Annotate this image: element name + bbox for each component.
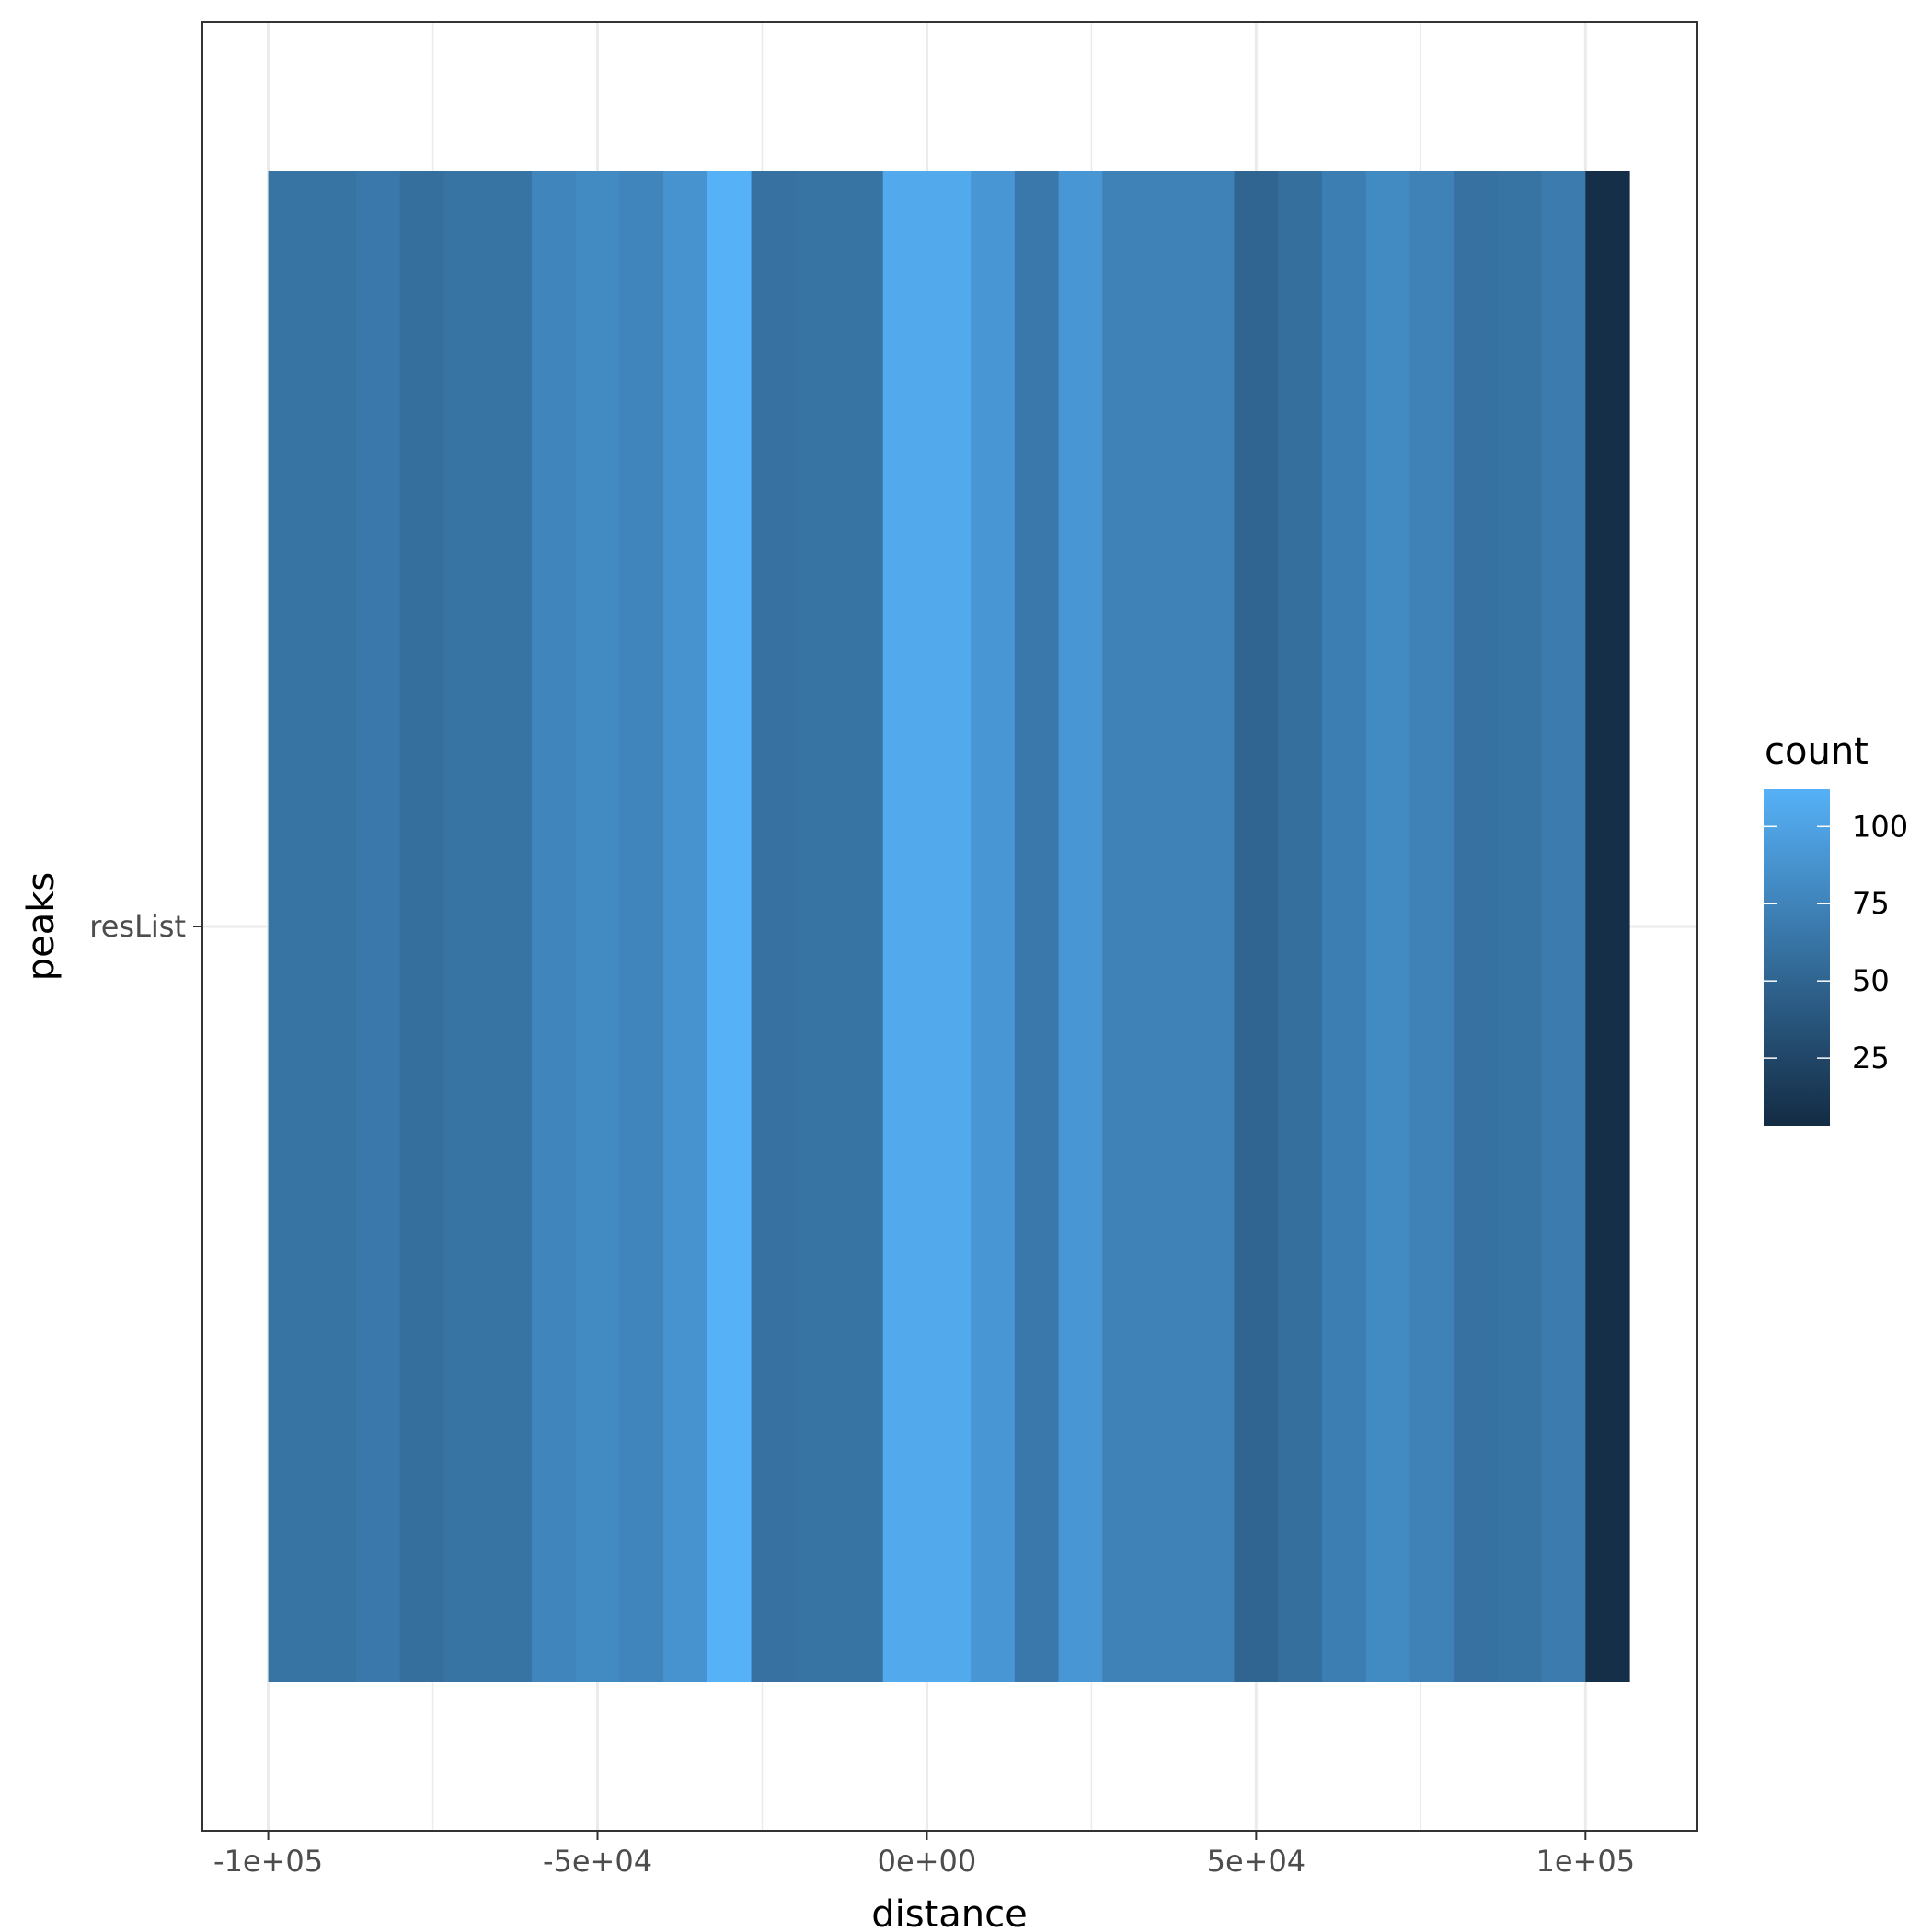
heatmap-tile xyxy=(443,171,489,1682)
heatmap-tile xyxy=(1454,171,1499,1682)
x-tick-label: 1e+05 xyxy=(1536,1844,1636,1879)
heatmap-tile xyxy=(1190,171,1236,1682)
heatmap-tile xyxy=(882,171,928,1682)
heatmap-tile xyxy=(971,171,1016,1682)
heatmap-tile xyxy=(1058,171,1103,1682)
heatmap-tile xyxy=(356,171,401,1682)
heatmap-tile xyxy=(575,171,620,1682)
heatmap-tiles xyxy=(268,171,1630,1682)
heatmap-tile xyxy=(488,171,533,1682)
heatmap-tile xyxy=(1102,171,1147,1682)
x-axis-title: distance xyxy=(871,1893,1028,1932)
heatmap-tile xyxy=(1365,171,1411,1682)
heatmap-tile xyxy=(707,171,753,1682)
x-axis: -1e+05 -5e+04 0e+00 5e+04 1e+05 xyxy=(213,1831,1635,1879)
heatmap-tile xyxy=(1278,171,1323,1682)
heatmap-tile xyxy=(268,171,313,1682)
heatmap-tile xyxy=(1541,171,1586,1682)
legend-tick-label: 25 xyxy=(1852,1041,1890,1075)
y-tick-label: resList xyxy=(89,909,186,944)
x-tick-label: -5e+04 xyxy=(543,1844,652,1879)
legend-tick-label: 75 xyxy=(1852,886,1890,921)
heatmap-tile xyxy=(619,171,664,1682)
x-tick-label: 0e+00 xyxy=(878,1844,977,1879)
legend: count 25 50 75 100 xyxy=(1764,730,1908,1126)
heatmap-tile xyxy=(795,171,840,1682)
x-tick-label: -1e+05 xyxy=(213,1844,323,1879)
heatmap-tile xyxy=(926,171,972,1682)
heatmap-tile xyxy=(1146,171,1191,1682)
heatmap-tile xyxy=(838,171,884,1682)
heatmap-tile xyxy=(399,171,445,1682)
legend-tick-label: 50 xyxy=(1852,963,1890,998)
heatmap-tile xyxy=(663,171,708,1682)
heatmap-tile xyxy=(1234,171,1279,1682)
legend-title: count xyxy=(1765,730,1869,773)
heatmap-tile xyxy=(1321,171,1367,1682)
legend-colorbar xyxy=(1764,789,1830,1126)
heatmap-tile xyxy=(531,171,577,1682)
y-axis-title: peaks xyxy=(20,872,63,982)
heatmap-tile xyxy=(1409,171,1455,1682)
legend-ticks: 25 50 75 100 xyxy=(1764,809,1908,1075)
heatmap-tile xyxy=(1014,171,1060,1682)
x-tick-label: 5e+04 xyxy=(1207,1844,1306,1879)
heatmap-tile xyxy=(312,171,357,1682)
legend-tick-label: 100 xyxy=(1852,809,1908,844)
heatmap-tile xyxy=(1585,171,1630,1682)
heatmap-tile xyxy=(751,171,796,1682)
heatmap-tile xyxy=(1497,171,1543,1682)
y-axis: resList xyxy=(89,909,202,944)
